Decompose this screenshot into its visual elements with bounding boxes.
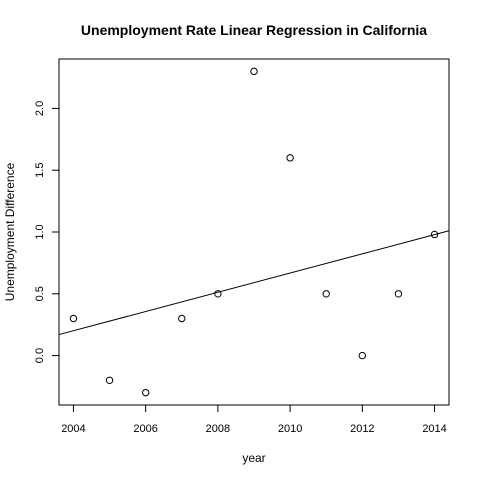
data-point bbox=[141, 388, 150, 397]
y-tick-label: 1.0 bbox=[34, 224, 46, 239]
y-tick-label: 0.5 bbox=[34, 286, 46, 301]
plot-frame bbox=[58, 58, 450, 406]
y-axis-label: Unemployment Difference bbox=[3, 162, 17, 301]
data-point bbox=[358, 351, 367, 360]
y-tick-label: 2.0 bbox=[34, 101, 46, 116]
y-tick-label: 1.5 bbox=[34, 163, 46, 178]
data-point bbox=[69, 314, 78, 323]
chart-title: Unemployment Rate Linear Regression in C… bbox=[81, 22, 427, 38]
x-axis: 2004 2006 2008 2010 2012 2014 bbox=[61, 404, 447, 435]
data-point bbox=[214, 290, 222, 298]
data-point bbox=[394, 290, 403, 298]
y-tick-label: 0.0 bbox=[34, 348, 46, 363]
data-point bbox=[250, 67, 258, 76]
data-point bbox=[322, 290, 330, 298]
x-tick-label: 2008 bbox=[206, 423, 230, 435]
y-axis: 0.0 0.5 1.0 1.5 2.0 bbox=[34, 101, 60, 363]
data-point bbox=[286, 154, 294, 162]
x-tick-label: 2004 bbox=[61, 423, 85, 435]
x-axis-label: year bbox=[242, 451, 265, 465]
data-points bbox=[69, 67, 439, 397]
x-tick-label: 2010 bbox=[278, 423, 302, 435]
regression-line bbox=[58, 230, 450, 336]
data-point bbox=[178, 314, 186, 323]
x-tick-label: 2012 bbox=[350, 423, 374, 435]
data-point bbox=[105, 376, 114, 384]
x-tick-label: 2006 bbox=[133, 423, 157, 435]
x-tick-label: 2014 bbox=[422, 423, 446, 435]
data-point bbox=[430, 230, 439, 239]
